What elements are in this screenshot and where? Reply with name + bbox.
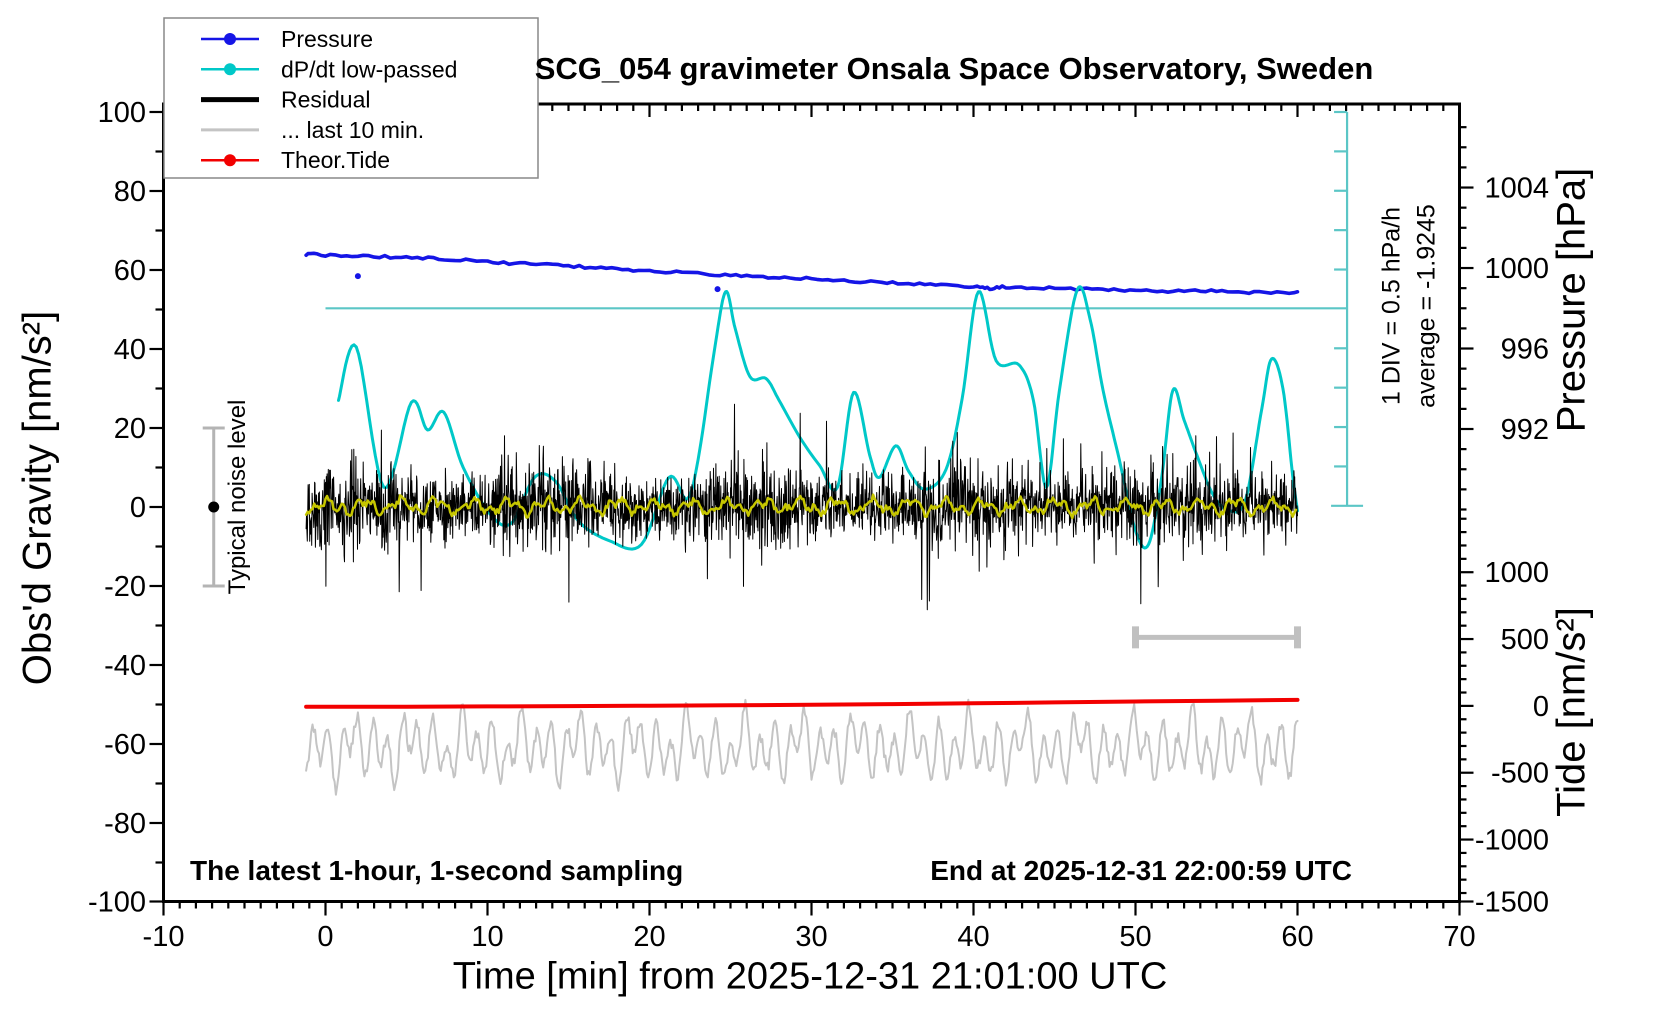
x-tick-label: 30 bbox=[795, 921, 827, 953]
div-scale-label: 1 DIV = 0.5 hPa/h bbox=[1377, 206, 1406, 406]
tide-tick-label: 500 bbox=[1501, 624, 1549, 656]
x-tick-label: -10 bbox=[143, 921, 185, 953]
x-tick-label: 40 bbox=[957, 921, 989, 953]
pressure-stray-point bbox=[354, 273, 361, 280]
legend-item-label: dP/dt low-passed bbox=[281, 56, 457, 82]
y-left-tick-label: 40 bbox=[114, 334, 146, 366]
legend-item-label: ... last 10 min. bbox=[281, 117, 424, 143]
x-tick-label: 50 bbox=[1119, 921, 1151, 953]
tide-tick-label: 1000 bbox=[1484, 557, 1549, 589]
y-left-tick-label: 100 bbox=[98, 97, 146, 129]
legend-sample-marker bbox=[224, 63, 236, 76]
y-left-tick-label: -100 bbox=[88, 887, 146, 919]
x-tick-label: 60 bbox=[1281, 921, 1313, 953]
legend-sample-marker bbox=[224, 33, 236, 45]
pressure-stray-point bbox=[714, 286, 721, 293]
tide-axis-label: Tide [nm/s²] bbox=[1549, 607, 1594, 817]
theoretical-tide-curve bbox=[304, 697, 1300, 709]
x-tick-label: 70 bbox=[1443, 921, 1475, 953]
residual-lowpass-curve bbox=[304, 493, 1298, 520]
x-tick-label: 0 bbox=[317, 921, 333, 953]
noise-level-dot bbox=[208, 501, 220, 513]
y-left-tick-label: -40 bbox=[104, 650, 146, 682]
legend-item-label: Theor.Tide bbox=[281, 147, 390, 173]
footer-sampling-note: The latest 1-hour, 1-second sampling bbox=[190, 855, 684, 886]
legend-item-label: Residual bbox=[281, 87, 371, 113]
pressure-tick-label: 992 bbox=[1501, 414, 1549, 446]
tide-tick-label: 0 bbox=[1533, 691, 1549, 723]
tide-tick-label: -1000 bbox=[1475, 825, 1549, 857]
y-left-tick-label: 0 bbox=[130, 492, 146, 524]
y-left-tick-label: -60 bbox=[104, 729, 146, 761]
last10min-trace bbox=[305, 698, 1299, 796]
pressure-tick-label: 996 bbox=[1501, 334, 1549, 366]
y-left-axis-label: Obs'd Gravity [nm/s²] bbox=[15, 310, 60, 686]
typical-noise-label: Typical noise level bbox=[224, 399, 251, 595]
x-axis-label: Time [min] from 2025-12-31 21:01:00 UTC bbox=[452, 955, 1168, 998]
footer-end-time: End at 2025-12-31 22:00:59 UTC bbox=[930, 855, 1352, 886]
y-left-tick-label: 20 bbox=[114, 413, 146, 445]
tide-tick-label: -500 bbox=[1491, 758, 1549, 790]
y-left-tick-label: -80 bbox=[104, 808, 146, 840]
y-left-tick-label: 80 bbox=[114, 176, 146, 208]
y-left-tick-label: 60 bbox=[114, 255, 146, 287]
pressure-curve bbox=[304, 251, 1300, 296]
average-label: average = -1.9245 bbox=[1412, 204, 1441, 408]
legend-item-label: Pressure bbox=[281, 26, 373, 52]
x-tick-label: 10 bbox=[471, 921, 503, 953]
dpdt-curve bbox=[337, 285, 1299, 551]
pressure-tick-label: 1004 bbox=[1484, 173, 1549, 205]
tide-tick-label: -1500 bbox=[1475, 887, 1549, 919]
legend-sample-marker bbox=[224, 154, 236, 167]
y-left-tick-label: -20 bbox=[104, 571, 146, 603]
page-title: SCG_054 gravimeter Onsala Space Observat… bbox=[534, 51, 1374, 86]
pressure-axis-label: Pressure [hPa] bbox=[1549, 167, 1594, 433]
residual-trace bbox=[305, 403, 1298, 611]
pressure-tick-label: 1000 bbox=[1484, 253, 1549, 285]
x-tick-label: 20 bbox=[633, 921, 665, 953]
